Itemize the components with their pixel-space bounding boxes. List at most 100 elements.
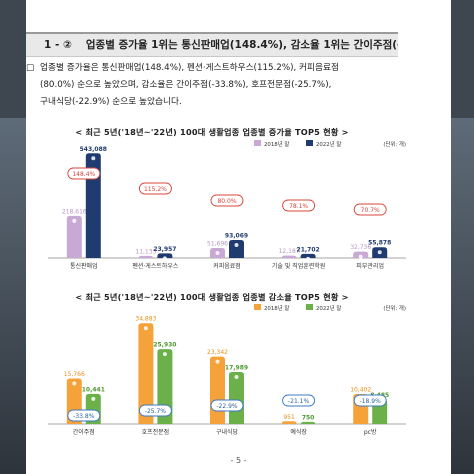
bar-cap-dot xyxy=(377,250,382,255)
bar-cap-dot xyxy=(215,359,220,364)
bar-2022-2 xyxy=(229,372,244,424)
bar-2018-2 xyxy=(210,356,225,424)
section-number: 1 - ② xyxy=(44,39,72,51)
bar-value-label: 10,441 xyxy=(82,386,105,393)
category-label: 기술 및 직업훈련학원 xyxy=(272,262,326,270)
rate-bubble xyxy=(67,409,101,422)
bar-cap-dot xyxy=(72,218,77,223)
bar-2022-3 xyxy=(300,253,316,258)
section-heading: 1 - ② 업종별 증가율 1위는 통신판매업(148.4%), 감소율 1위는 … xyxy=(26,32,398,57)
chart-title-decrease: < 최근 5년('18년~'22년) 100대 생활업종 업종별 감소율 TOP… xyxy=(75,292,349,302)
bar-value-label: 23,957 xyxy=(153,246,176,253)
category-label: 구내식당 xyxy=(216,428,239,436)
category-label: 간이주점 xyxy=(73,428,95,436)
bar-cap-dot xyxy=(234,375,239,380)
legend-label-0: 2018년 말 xyxy=(264,140,289,148)
rate-label: -22.9% xyxy=(216,403,238,410)
bar-cap-dot xyxy=(306,424,311,429)
chart-title-increase: < 최근 5년('18년~'22년) 100대 생활업종 업종별 증가율 TOP… xyxy=(75,127,349,137)
square-bullet-icon: □ xyxy=(26,63,35,73)
legend-swatch-1 xyxy=(306,140,313,146)
bar-2018-1 xyxy=(138,323,154,424)
legend-label-0: 2018년 말 xyxy=(264,304,289,312)
paragraph-line-2: (80.0%) 순으로 높았으며, 감소율은 간이주점(-33.8%), 호프전… xyxy=(40,80,332,90)
section-title: 업종별 증가율 1위는 통신판매업(148.4%), 감소율 1위는 간이주점(… xyxy=(85,39,398,51)
legend-swatch-0 xyxy=(254,140,261,146)
bar-2018-1 xyxy=(138,255,154,259)
bar-2022-1 xyxy=(157,253,173,258)
category-label: 호프전문점 xyxy=(142,428,170,436)
rate-bubble xyxy=(67,167,101,180)
bar-value-label: 10,402 xyxy=(350,386,371,393)
rate-label: -33.8% xyxy=(73,413,95,420)
bar-value-label: 750 xyxy=(302,414,315,421)
rate-bubble xyxy=(138,404,172,417)
rate-bubble xyxy=(210,399,244,412)
bar-cap-dot xyxy=(162,352,167,357)
bar-2018-3 xyxy=(281,421,297,425)
rate-label: -18.9% xyxy=(360,398,382,405)
bar-2018-0 xyxy=(66,215,82,258)
bar-value-label: 11,135 xyxy=(135,248,156,255)
category-label: 통신판매업 xyxy=(70,262,98,270)
rate-label: 78.1% xyxy=(289,203,308,210)
bar-value-label: 543,088 xyxy=(80,146,107,153)
bar-2018-3 xyxy=(281,255,297,259)
legend-label-1: 2022년 말 xyxy=(316,304,341,312)
bar-value-label: 17,989 xyxy=(225,365,248,372)
bar-cap-dot xyxy=(91,396,96,401)
category-label: 펜션·게스트하우스 xyxy=(132,262,179,270)
rate-bubble xyxy=(210,194,244,207)
paragraph-line-1: 업종별 증가율은 통신판매업(148.4%), 펜션·게스트하우스(115.2%… xyxy=(40,63,339,73)
rate-label: 80.0% xyxy=(217,198,236,205)
rate-bubble xyxy=(353,203,387,216)
rate-label: 148.4% xyxy=(72,171,95,178)
bar-value-label: 34,883 xyxy=(135,316,156,323)
bar-2022-2 xyxy=(229,240,244,258)
bar-cap-dot xyxy=(287,424,292,429)
paragraph-line-3: 구내식당(-22.9%) 순으로 높았습니다. xyxy=(40,97,182,107)
bar-cap-dot xyxy=(234,243,239,248)
bar-value-label: 25,930 xyxy=(153,342,176,349)
bar-cap-dot xyxy=(91,156,96,161)
rate-bubble xyxy=(138,182,172,195)
bar-value-label: 51,696 xyxy=(207,241,228,248)
page-number: - 5 - xyxy=(230,456,247,465)
bar-value-label: 93,069 xyxy=(225,233,248,240)
chart-unit: (단위: 개) xyxy=(383,140,406,148)
legend-swatch-0 xyxy=(254,304,261,310)
rate-label: -25.7% xyxy=(145,408,167,415)
bar-cap-dot xyxy=(215,251,220,256)
category-label: 피부관리업 xyxy=(356,262,384,270)
bar-value-label: 32,736 xyxy=(350,244,371,251)
bar-value-label: 23,342 xyxy=(207,349,228,356)
decrease-bar-chart: 2018년 말 2022년 말 (단위: 개) 15,766 10,441 -33.8% 간… xyxy=(48,304,406,436)
bar-value-label: 12,187 xyxy=(279,248,300,255)
bar-cap-dot xyxy=(358,254,363,259)
rate-label: 70.7% xyxy=(361,207,380,214)
bar-cap-dot xyxy=(143,258,148,263)
rate-label: -21.1% xyxy=(288,398,310,405)
bar-cap-dot xyxy=(143,326,148,331)
bar-value-label: 218,616 xyxy=(62,208,87,215)
category-label: 커피음료점 xyxy=(213,262,241,270)
rate-bubble xyxy=(353,394,387,407)
legend-label-1: 2022년 말 xyxy=(316,140,341,148)
legend-swatch-1 xyxy=(306,304,313,310)
chart-unit: (단위: 개) xyxy=(383,304,406,312)
bar-2022-3 xyxy=(300,421,316,425)
rate-label: 115.2% xyxy=(144,186,167,193)
category-label: 예식장 xyxy=(290,428,307,436)
increase-bar-chart: 2018년 말 2022년 말 (단위: 개) 218,616 543,088 148.4… xyxy=(48,140,406,270)
bar-cap-dot xyxy=(287,258,292,263)
category-label: pc방 xyxy=(364,428,377,436)
bar-value-label: 951 xyxy=(283,414,295,421)
rate-bubble xyxy=(282,394,316,407)
rate-bubble xyxy=(282,199,316,212)
bar-cap-dot xyxy=(306,256,311,261)
bar-value-label: 21,702 xyxy=(297,246,320,253)
bar-value-label: 55,878 xyxy=(368,240,391,247)
bar-cap-dot xyxy=(162,256,167,261)
summary-paragraph: □ 업종별 증가율은 통신판매업(148.4%), 펜션·게스트하우스(115.… xyxy=(26,60,414,111)
bar-cap-dot xyxy=(72,381,77,386)
